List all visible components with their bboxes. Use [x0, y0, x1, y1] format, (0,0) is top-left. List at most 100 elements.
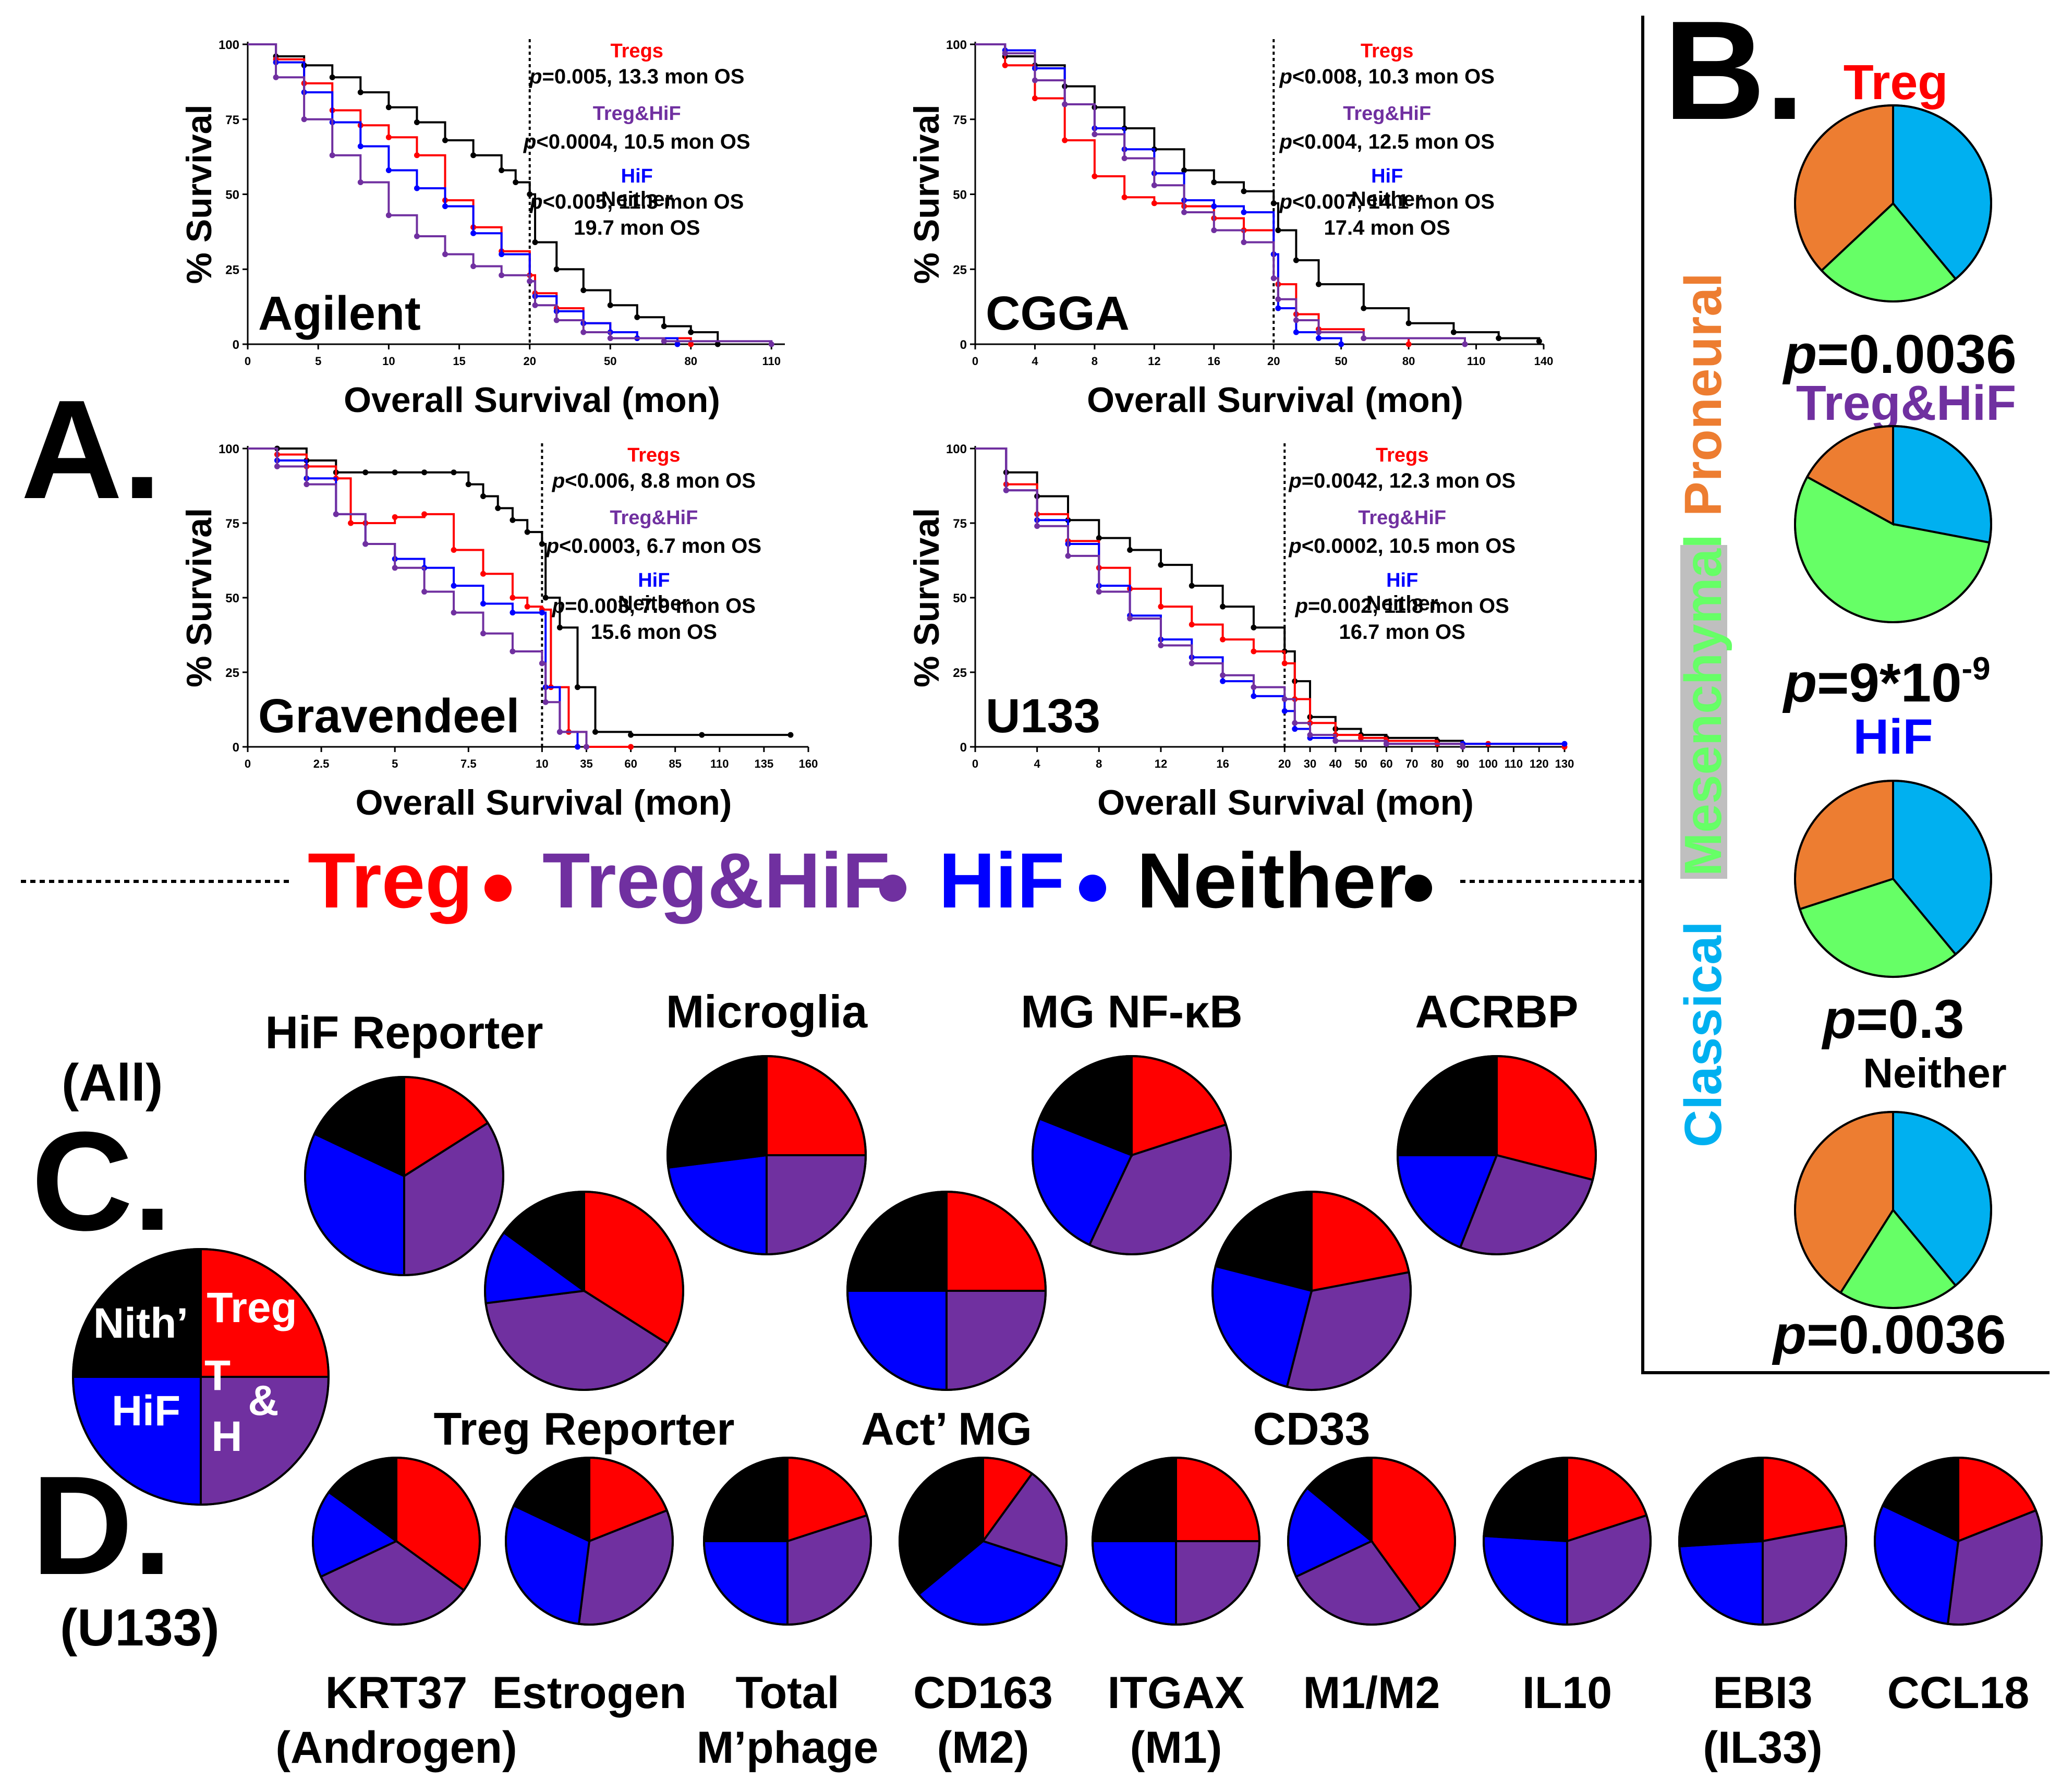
km-point	[1281, 660, 1288, 667]
group-label-u133: (U133)	[60, 1599, 220, 1657]
pie-outline	[1794, 104, 1992, 302]
pvalue-symbol: p	[1295, 595, 1308, 617]
x-tick-label: 2.5	[313, 757, 330, 770]
km-point	[628, 744, 634, 750]
km-point	[510, 595, 516, 601]
pie-title: CD163	[913, 1668, 1053, 1718]
pvalue-exponent: -9	[1962, 651, 1991, 687]
annotation-group-tregs: Tregs	[1376, 444, 1428, 466]
y-tick-label: 0	[960, 338, 967, 352]
km-point	[1293, 257, 1299, 263]
x-tick-label: 10	[536, 757, 548, 770]
panel-label-c: C.	[31, 1103, 172, 1260]
pie-title: HiF Reporter	[265, 1007, 543, 1058]
km-point	[1405, 341, 1412, 347]
x-tick-label: 130	[1555, 757, 1574, 770]
km-point	[1189, 583, 1195, 589]
pvalue-text: <0.0002, 10.5 mon OS	[1302, 535, 1516, 558]
key-label-hif: HiF	[112, 1387, 180, 1435]
pie-outline	[1092, 1457, 1260, 1626]
km-point	[524, 529, 530, 535]
pie-subtype-hif	[1794, 779, 1992, 978]
pie-u133-m1-m2	[1287, 1456, 1456, 1626]
pie-b-title-neither: Neither	[1863, 1050, 2007, 1096]
km-plot-agilent: 0 25 50 75 100 0 5 10 15 20 50 80 110 Overall Surviva…	[179, 38, 785, 420]
y-tick-label: 75	[953, 113, 967, 127]
km-point	[542, 699, 549, 705]
pvalue-symbol: p	[546, 535, 559, 558]
pie-marker-treg-reporter	[484, 1190, 684, 1391]
x-tick-label: 85	[669, 757, 681, 770]
dataset-label: Gravendeel	[258, 689, 519, 743]
annotation-stat-treg-hif: p<0.0004, 10.5 mon OS	[523, 130, 750, 153]
km-point	[499, 167, 505, 173]
km-point	[1292, 720, 1298, 726]
km-point	[1275, 227, 1281, 233]
pie-title: Microglia	[666, 986, 868, 1037]
km-point	[333, 511, 339, 517]
annotation-group-hif: HiF	[1386, 570, 1418, 591]
km-point	[470, 152, 477, 159]
panel-label-b: B.	[1664, 0, 1804, 149]
km-point	[1092, 131, 1098, 137]
km-series-neither	[248, 43, 721, 347]
group-label-all: (All)	[62, 1054, 163, 1112]
km-point	[442, 251, 448, 257]
km-point	[1405, 320, 1412, 326]
km-point	[574, 684, 580, 691]
km-point	[385, 212, 392, 219]
km-point	[1361, 305, 1367, 311]
pie-subtype-treg-hif	[1794, 425, 1992, 623]
pie-outline	[1397, 1055, 1597, 1255]
km-point	[1270, 200, 1277, 207]
km-series-treg-hif	[975, 43, 1468, 347]
x-tick-label: 0	[245, 757, 251, 770]
pie-outline	[1211, 1191, 1412, 1391]
km-point	[1096, 535, 1102, 541]
km-point	[556, 624, 563, 631]
subtype-label-proneural: Proneural	[1674, 273, 1732, 516]
x-tick-label: 5	[315, 355, 321, 368]
pie-title: (IL33)	[1703, 1723, 1822, 1773]
km-point	[470, 263, 477, 269]
x-tick-label: 50	[1335, 355, 1347, 368]
x-tick-label: 10	[382, 355, 395, 368]
pvalue-text: <0.0003, 6.7 mon OS	[559, 535, 761, 558]
km-point	[1270, 275, 1277, 281]
x-tick-label: 40	[1329, 757, 1342, 770]
annotation-group-hif: HiF	[638, 570, 670, 591]
pie-outline	[703, 1457, 872, 1626]
pie-title: IL10	[1522, 1668, 1612, 1718]
km-point	[421, 469, 428, 476]
km-point	[385, 167, 392, 173]
km-point	[1220, 603, 1226, 610]
km-point	[301, 116, 307, 123]
x-tick-label: 100	[1478, 757, 1498, 770]
annotation-group-neither: Neither	[601, 188, 673, 211]
km-point	[1158, 603, 1164, 610]
pvalue-text: <0.007, 14.1 mon OS	[1292, 190, 1495, 213]
km-point	[1181, 167, 1187, 173]
x-tick-label: 20	[524, 355, 536, 368]
km-point	[714, 341, 721, 347]
km-point	[1561, 741, 1568, 747]
pvalue-symbol: p	[1782, 652, 1817, 713]
y-axis-label: % Survival	[179, 105, 219, 284]
x-tick-label: 50	[1354, 757, 1367, 770]
km-point	[414, 185, 420, 191]
km-point	[451, 547, 457, 553]
km-point	[1189, 621, 1195, 627]
pie-outline	[1032, 1055, 1232, 1255]
pvalue-text: =0.0042, 12.3 mon OS	[1302, 469, 1516, 492]
annotation-group-hif: HiF	[621, 165, 653, 187]
x-tick-label: 5	[392, 757, 398, 770]
pie-marker-hif-reporter	[304, 1075, 504, 1277]
pvalue-symbol: p	[1288, 469, 1301, 492]
pvalue-symbol: p	[1782, 324, 1817, 385]
pie-title: (M1)	[1130, 1723, 1222, 1773]
km-point	[634, 314, 640, 320]
dataset-label: CGGA	[986, 287, 1130, 340]
y-tick-label: 50	[953, 188, 967, 202]
km-point	[1181, 209, 1187, 215]
pie-u133-il10	[1483, 1456, 1652, 1626]
